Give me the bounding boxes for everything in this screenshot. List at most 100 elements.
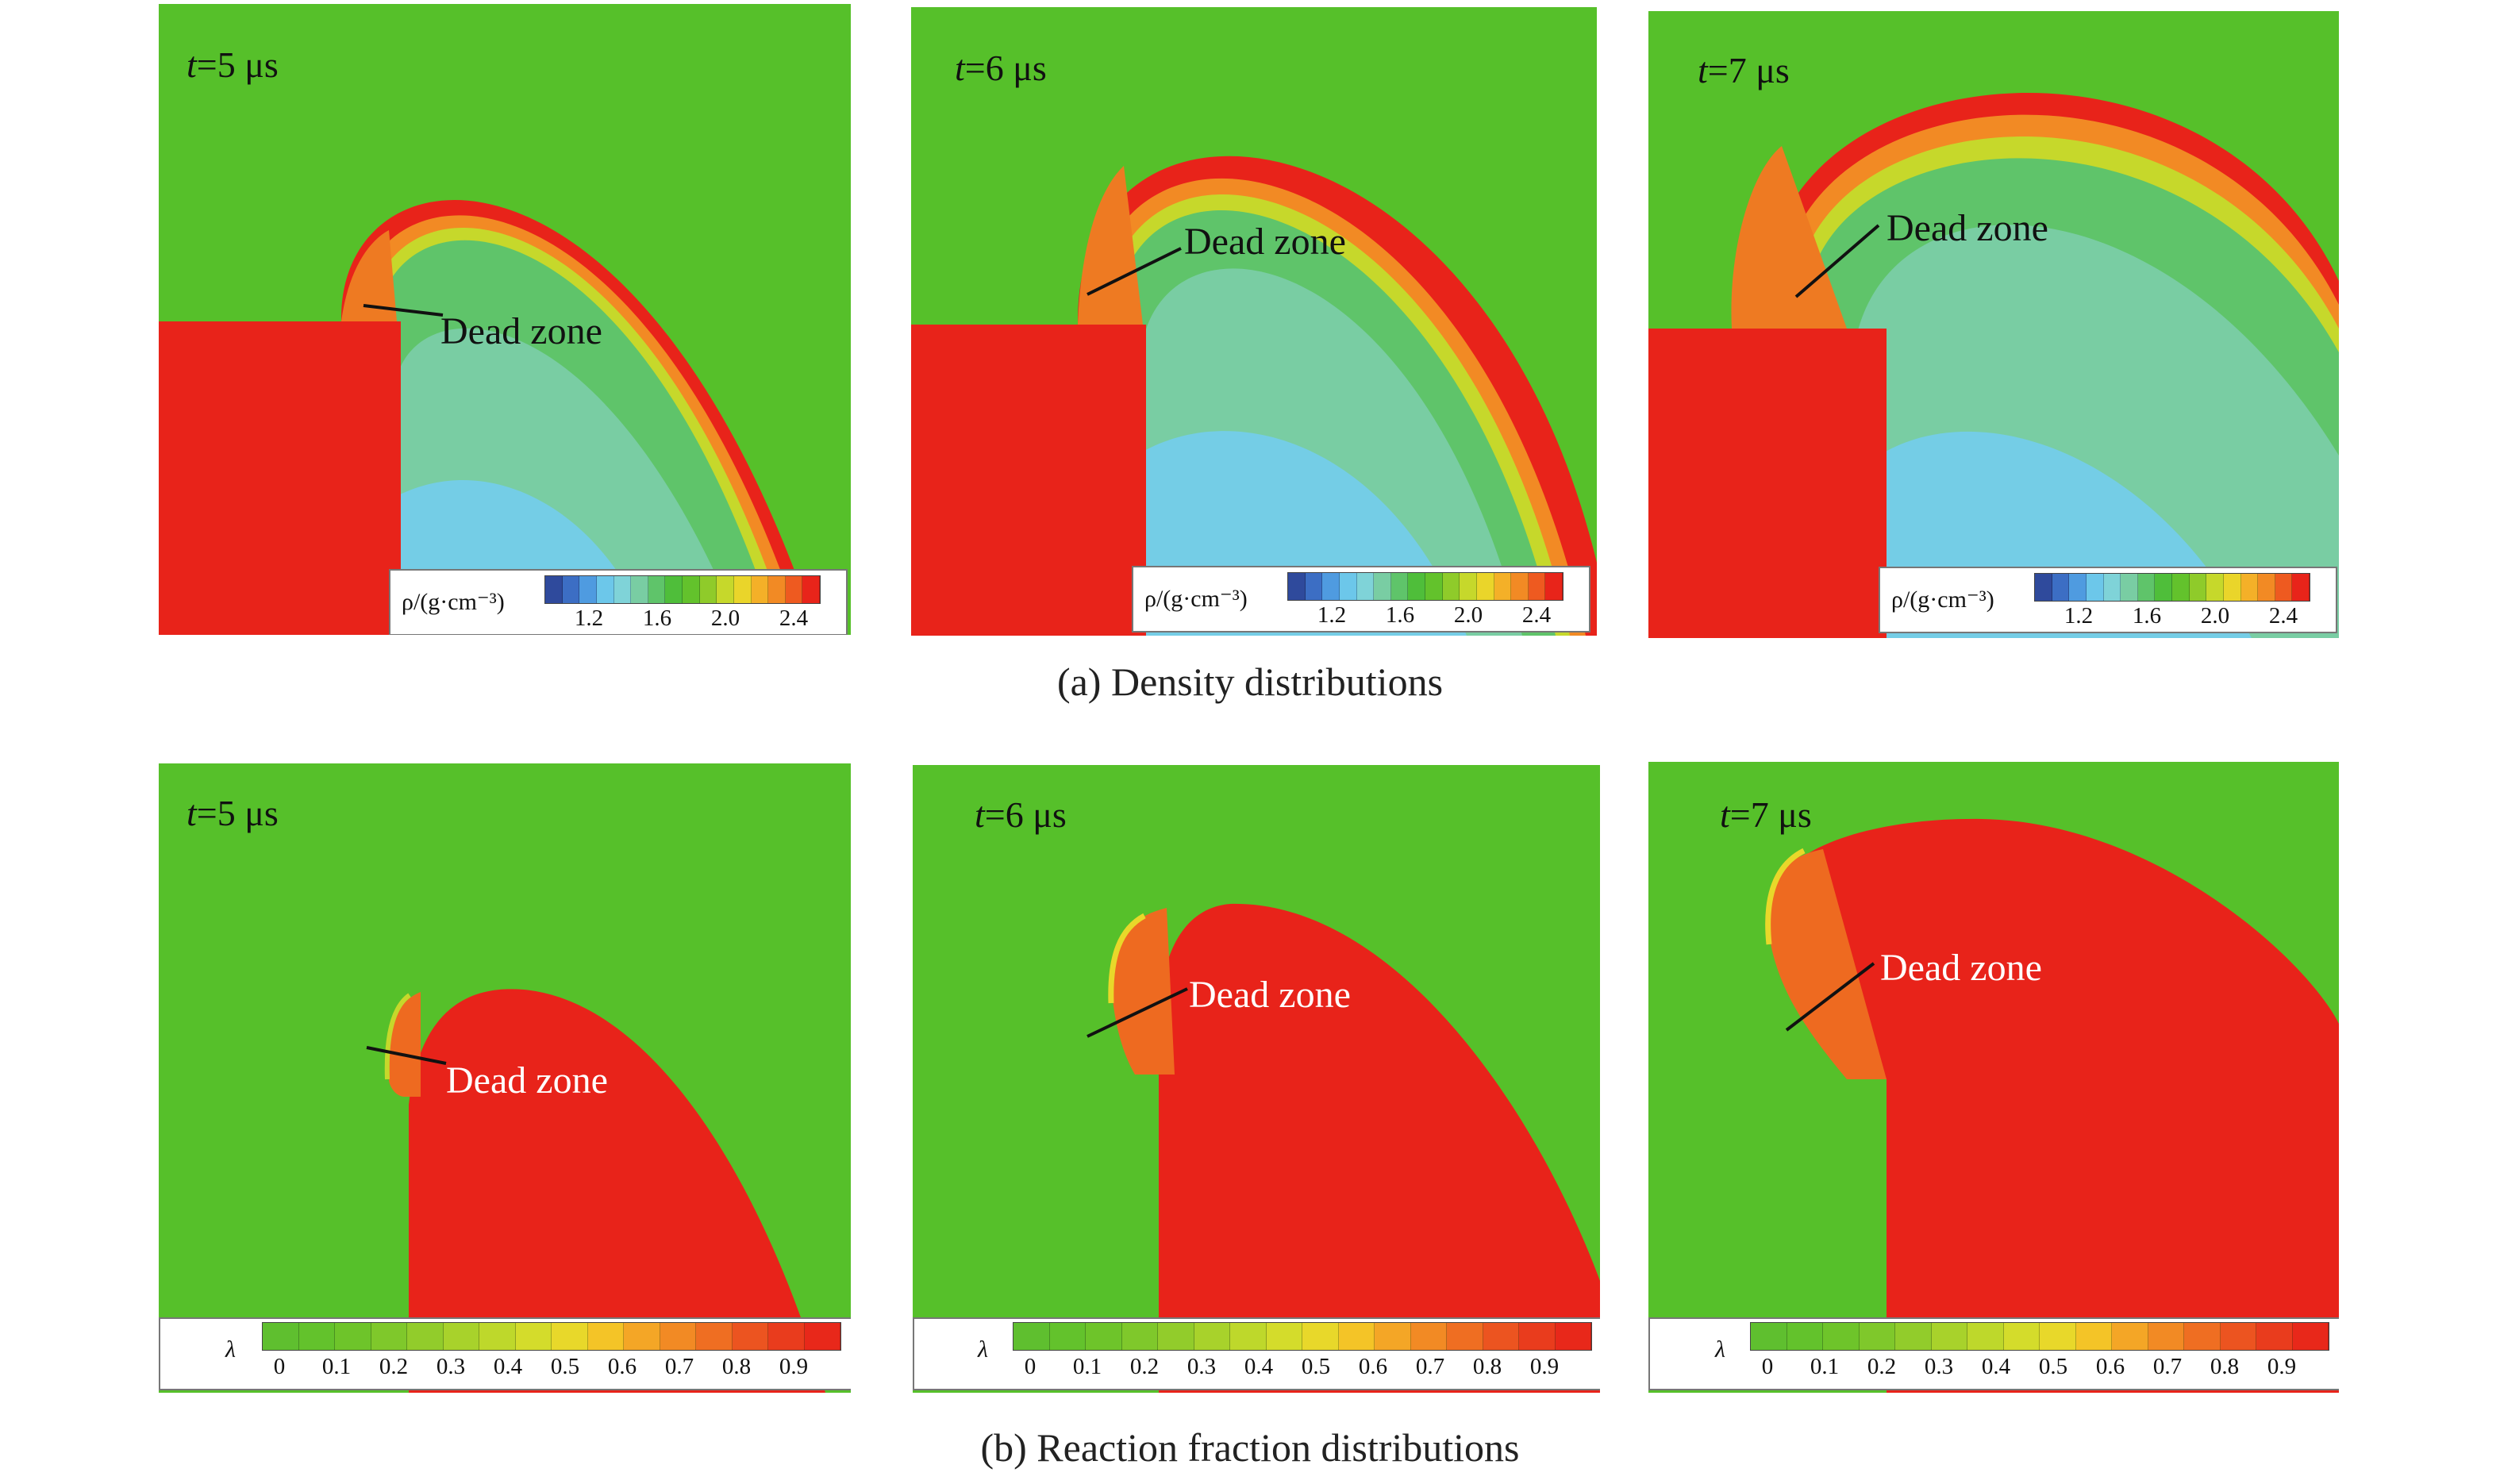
colorbar-swatch xyxy=(2155,574,2172,601)
colorbar-swatch xyxy=(1049,1323,1086,1350)
colorbar-swatch xyxy=(1375,1323,1411,1350)
colorbar-swatch xyxy=(1460,573,1477,600)
time-label: t=6 μs xyxy=(975,794,1067,835)
colorbar-swatch xyxy=(2206,574,2224,601)
legend-tick: 2.0 xyxy=(2200,603,2230,629)
legend-tick: 0.2 xyxy=(1867,1354,1897,1379)
colorbar xyxy=(1287,572,1563,601)
legend-tick: 0.4 xyxy=(493,1354,523,1379)
reaction-legend: λ 0 0.1 0.2 0.3 0.4 0.5 0.6 0.7 0.8 0.9 xyxy=(913,1317,1600,1390)
legend-symbol: λ xyxy=(1715,1336,1725,1363)
reaction-field-1 xyxy=(159,763,851,1393)
colorbar-swatch xyxy=(552,1323,588,1350)
colorbar-swatch xyxy=(1555,1323,1591,1350)
legend-tick: 0.8 xyxy=(1472,1354,1502,1379)
colorbar-swatch xyxy=(2112,1323,2148,1350)
legend-tick: 0.7 xyxy=(664,1354,694,1379)
legend-tick: 1.2 xyxy=(1317,602,1347,628)
colorbar-swatch xyxy=(1302,1323,1339,1350)
colorbar xyxy=(262,1322,841,1351)
colorbar-swatch xyxy=(1528,573,1546,600)
reaction-panel-2: t=6 μs Dead zone λ 0 0.1 0.2 0.3 0.4 0.5… xyxy=(913,765,1600,1393)
colorbar-swatch xyxy=(2256,1323,2293,1350)
colorbar-swatch xyxy=(1931,1323,1967,1350)
reaction-legend: λ 0 0.1 0.2 0.3 0.4 0.5 0.6 0.7 0.8 0.9 xyxy=(1648,1317,2339,1390)
legend-tick: 1.6 xyxy=(2132,603,2162,629)
colorbar-swatch xyxy=(2103,574,2121,601)
colorbar-swatch xyxy=(1408,573,1425,600)
colorbar-swatch xyxy=(802,576,820,603)
colorbar-swatch xyxy=(479,1323,516,1350)
density-legend: ρ/(g·cm⁻³) 1.2 1.6 2.0 2.4 xyxy=(1879,567,2337,633)
reaction-field-2 xyxy=(913,765,1600,1393)
colorbar-swatch xyxy=(717,576,734,603)
legend-tick: 0.8 xyxy=(2210,1354,2240,1379)
colorbar-swatch xyxy=(2052,574,2070,601)
colorbar xyxy=(2034,573,2310,602)
density-panel-3: t=7 μs Dead zone ρ/(g·cm⁻³) 1.2 1.6 2.0 … xyxy=(1648,11,2339,638)
colorbar-swatch xyxy=(1483,1323,1519,1350)
colorbar-swatch xyxy=(2275,574,2293,601)
dead-zone-label: Dead zone xyxy=(440,310,602,352)
colorbar-swatch xyxy=(2172,574,2190,601)
colorbar-swatch xyxy=(660,1323,696,1350)
legend-tick: 0.6 xyxy=(607,1354,637,1379)
legend-tick: 0.1 xyxy=(321,1354,352,1379)
colorbar-swatch xyxy=(1410,1323,1447,1350)
colorbar-swatch xyxy=(683,576,700,603)
colorbar xyxy=(544,575,821,604)
colorbar-swatch xyxy=(751,576,769,603)
colorbar-swatch xyxy=(1305,573,1323,600)
colorbar-swatch xyxy=(1511,573,1529,600)
legend-tick: 0.6 xyxy=(2095,1354,2125,1379)
reaction-legend: λ 0 0.1 0.2 0.3 0.4 0.5 0.6 0.7 0.8 0.9 xyxy=(159,1317,851,1390)
colorbar-swatch xyxy=(1859,1323,1895,1350)
colorbar-swatch xyxy=(2137,574,2156,601)
colorbar-swatch xyxy=(1121,1323,1158,1350)
colorbar-swatch xyxy=(2292,1323,2329,1350)
caption-density: (a) Density distributions xyxy=(1056,659,1444,704)
colorbar-swatch xyxy=(1545,573,1563,600)
dead-zone-label: Dead zone xyxy=(446,1059,608,1101)
colorbar-swatch xyxy=(1194,1323,1230,1350)
colorbar-swatch xyxy=(733,576,752,603)
legend-symbol: ρ/(g·cm⁻³) xyxy=(402,589,505,615)
legend-tick: 0.5 xyxy=(2038,1354,2068,1379)
legend-tick: 0.5 xyxy=(550,1354,580,1379)
colorbar-swatch xyxy=(407,1323,444,1350)
dead-zone-label: Dead zone xyxy=(1880,947,2042,989)
legend-tick: 0.8 xyxy=(721,1354,752,1379)
time-label: t=5 μs xyxy=(187,44,279,85)
colorbar-swatch xyxy=(665,576,683,603)
legend-tick: 0.4 xyxy=(1981,1354,2011,1379)
density-field-1 xyxy=(159,4,851,635)
colorbar-swatch xyxy=(2121,574,2138,601)
legend-tick: 0.9 xyxy=(779,1354,809,1379)
colorbar-swatch xyxy=(2223,574,2241,601)
colorbar-swatch xyxy=(1967,1323,2004,1350)
colorbar-swatch xyxy=(768,576,786,603)
legend-tick: 2.4 xyxy=(2268,603,2298,629)
colorbar-swatch xyxy=(1519,1323,1556,1350)
legend-tick: 0.1 xyxy=(1810,1354,1840,1379)
legend-tick: 0.6 xyxy=(1358,1354,1388,1379)
colorbar-swatch xyxy=(1823,1323,1860,1350)
colorbar-swatch xyxy=(732,1323,768,1350)
legend-tick: 0 xyxy=(273,1354,286,1379)
colorbar-swatch xyxy=(371,1323,407,1350)
legend-tick: 0.9 xyxy=(2267,1354,2297,1379)
legend-tick: 0.3 xyxy=(436,1354,466,1379)
legend-tick: 1.2 xyxy=(2063,603,2094,629)
density-field-2 xyxy=(911,7,1597,636)
colorbar xyxy=(1013,1322,1592,1351)
dead-zone-label: Dead zone xyxy=(1887,207,2048,249)
legend-tick: 0 xyxy=(1024,1354,1037,1379)
colorbar xyxy=(1750,1322,2329,1351)
legend-tick: 1.6 xyxy=(1385,602,1415,628)
legend-tick: 2.4 xyxy=(1521,602,1552,628)
colorbar-swatch xyxy=(263,1323,299,1350)
legend-tick: 1.6 xyxy=(642,606,672,631)
colorbar-swatch xyxy=(1751,1323,1787,1350)
colorbar-swatch xyxy=(613,576,632,603)
colorbar-swatch xyxy=(579,576,597,603)
